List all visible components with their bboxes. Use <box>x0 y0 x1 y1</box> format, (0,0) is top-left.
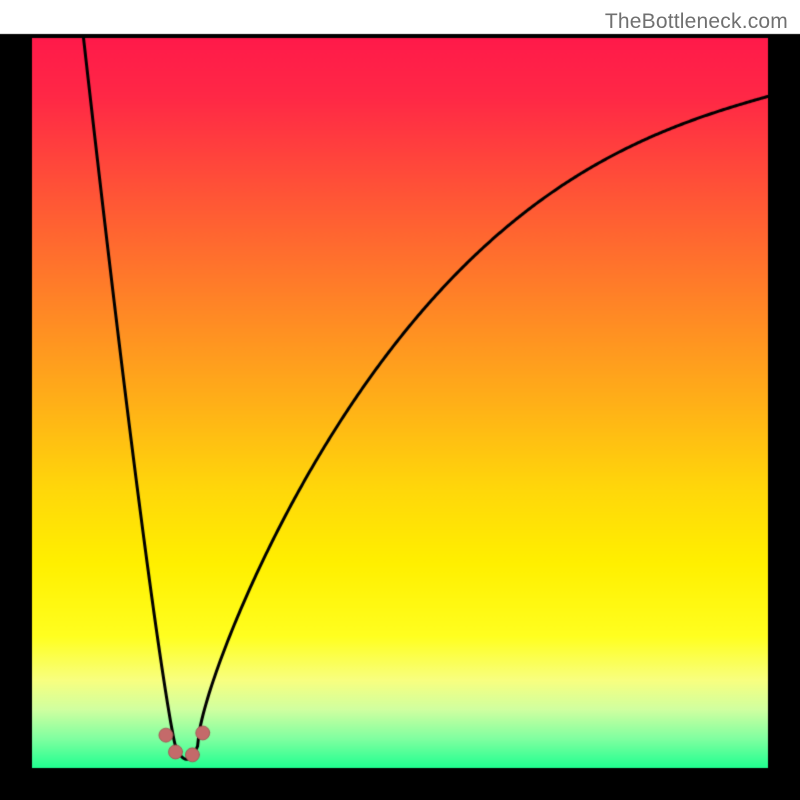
watermark-text: TheBottleneck.com <box>605 10 788 34</box>
chart-container: TheBottleneck.com <box>0 0 800 800</box>
bottleneck-chart <box>0 0 800 800</box>
